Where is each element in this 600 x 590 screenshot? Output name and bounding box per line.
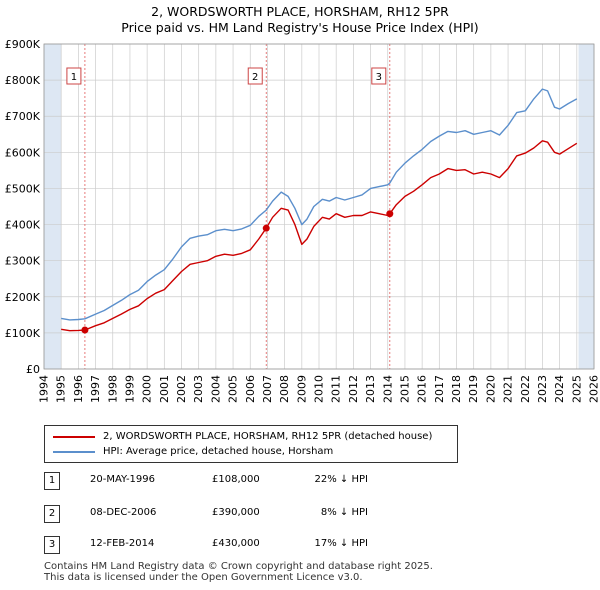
- chart-title-line1: 2, WORDSWORTH PLACE, HORSHAM, RH12 5PR: [151, 4, 449, 19]
- sale-price: £430,000: [212, 538, 260, 549]
- x-tick-label: 2007: [261, 375, 274, 403]
- chart-title: 2, WORDSWORTH PLACE, HORSHAM, RH12 5PR P…: [0, 4, 600, 36]
- sale-price: £108,000: [212, 474, 260, 485]
- x-tick-label: 2000: [141, 375, 154, 403]
- y-tick-label: £0: [26, 363, 40, 376]
- y-tick-label: £800K: [5, 74, 41, 87]
- y-tick-label: £100K: [5, 327, 41, 340]
- x-tick-label: 1998: [106, 375, 119, 403]
- sale-number: 1: [44, 472, 60, 490]
- hpi-line: [61, 88, 578, 321]
- y-tick-label: £300K: [5, 255, 41, 268]
- y-tick-label: £200K: [5, 291, 41, 304]
- price-chart: 1 2 3 £0 £100K £200K £300K £400K £500K £600K £700…: [5, 38, 600, 403]
- x-tick-label: 2019: [467, 375, 480, 403]
- sale-price: £390,000: [212, 507, 260, 518]
- sale-marker-label: 1: [71, 72, 77, 83]
- sale-marker-box: [66, 67, 82, 85]
- x-tick-label: 2025: [570, 375, 583, 403]
- plot-frame: [43, 43, 595, 370]
- legend-swatch-property: [53, 436, 95, 438]
- sale-hpi-diff: 22% ↓ HPI: [314, 474, 368, 485]
- x-tick-label: 2014: [381, 375, 394, 403]
- x-tick-label: 2015: [398, 375, 411, 403]
- shaded-region: [44, 44, 62, 369]
- x-tick-label: 2004: [209, 375, 222, 403]
- legend-label-hpi: HPI: Average price, detached house, Hors…: [103, 446, 334, 457]
- y-tick-label: £400K: [5, 219, 41, 232]
- y-tick-label: £900K: [5, 38, 41, 51]
- sale-row: 3 12-FEB-2014 £430,000 17% ↓ HPI: [44, 536, 484, 554]
- footer-line2: This data is licensed under the Open Gov…: [44, 572, 363, 583]
- sale-marker-label: 2: [252, 72, 258, 83]
- sale-date: 20-MAY-1996: [90, 474, 156, 485]
- sale-date: 08-DEC-2006: [90, 507, 157, 518]
- x-tick-label: 2010: [313, 375, 326, 403]
- sale-point: [262, 224, 270, 232]
- footer-line1: Contains HM Land Registry data © Crown c…: [44, 561, 433, 572]
- x-tick-label: 1994: [38, 375, 51, 403]
- x-tick-label: 2005: [227, 375, 240, 403]
- y-tick-label: £500K: [5, 182, 41, 195]
- chart-title-line2: Price paid vs. HM Land Registry's House …: [121, 20, 479, 35]
- sale-row: 1 20-MAY-1996 £108,000 22% ↓ HPI: [44, 472, 484, 490]
- x-tick-label: 2020: [484, 375, 497, 403]
- x-tick-label: 1995: [55, 375, 68, 403]
- sale-point: [386, 210, 394, 218]
- sale-hpi-diff: 8% ↓ HPI: [320, 507, 368, 518]
- sale-point: [81, 326, 89, 334]
- x-tick-label: 2008: [278, 375, 291, 403]
- footer: Contains HM Land Registry data © Crown c…: [44, 561, 433, 583]
- x-tick-label: 2026: [588, 375, 600, 403]
- sale-date: 12-FEB-2014: [90, 538, 155, 549]
- x-tick-label: 2006: [244, 375, 257, 403]
- legend: 2, WORDSWORTH PLACE, HORSHAM, RH12 5PR (…: [44, 425, 458, 463]
- sale-row: 2 08-DEC-2006 £390,000 8% ↓ HPI: [44, 505, 484, 523]
- x-tick-label: 2024: [553, 375, 566, 403]
- x-tick-label: 2001: [158, 375, 171, 403]
- x-tick-label: 2018: [450, 375, 463, 403]
- shaded-region: [578, 44, 594, 369]
- x-tick-label: 1999: [123, 375, 136, 403]
- sale-hpi-diff: 17% ↓ HPI: [314, 538, 368, 549]
- legend-swatch-hpi: [53, 451, 95, 453]
- x-tick-label: 2021: [502, 375, 515, 403]
- sale-marker-box: [247, 67, 263, 85]
- x-tick-label: 2011: [330, 375, 343, 403]
- x-tick-label: 1997: [89, 375, 102, 403]
- x-tick-label: 1996: [72, 375, 85, 403]
- x-tick-label: 2003: [192, 375, 205, 403]
- x-tick-label: 2017: [433, 375, 446, 403]
- y-tick-label: £600K: [5, 146, 41, 159]
- sale-number: 3: [44, 536, 60, 554]
- x-tick-label: 2023: [536, 375, 549, 403]
- x-tick-label: 2013: [364, 375, 377, 403]
- sale-marker-box: [371, 67, 387, 85]
- x-tick-label: 2012: [347, 375, 360, 403]
- x-tick-label: 2009: [295, 375, 308, 403]
- x-tick-label: 2016: [416, 375, 429, 403]
- legend-label-property: 2, WORDSWORTH PLACE, HORSHAM, RH12 5PR (…: [103, 431, 433, 442]
- x-tick-label: 2002: [175, 375, 188, 403]
- property-price-line: [61, 140, 578, 332]
- y-tick-label: £700K: [5, 110, 41, 123]
- sale-marker-label: 3: [376, 72, 382, 83]
- sale-number: 2: [44, 505, 60, 523]
- x-tick-label: 2022: [519, 375, 532, 403]
